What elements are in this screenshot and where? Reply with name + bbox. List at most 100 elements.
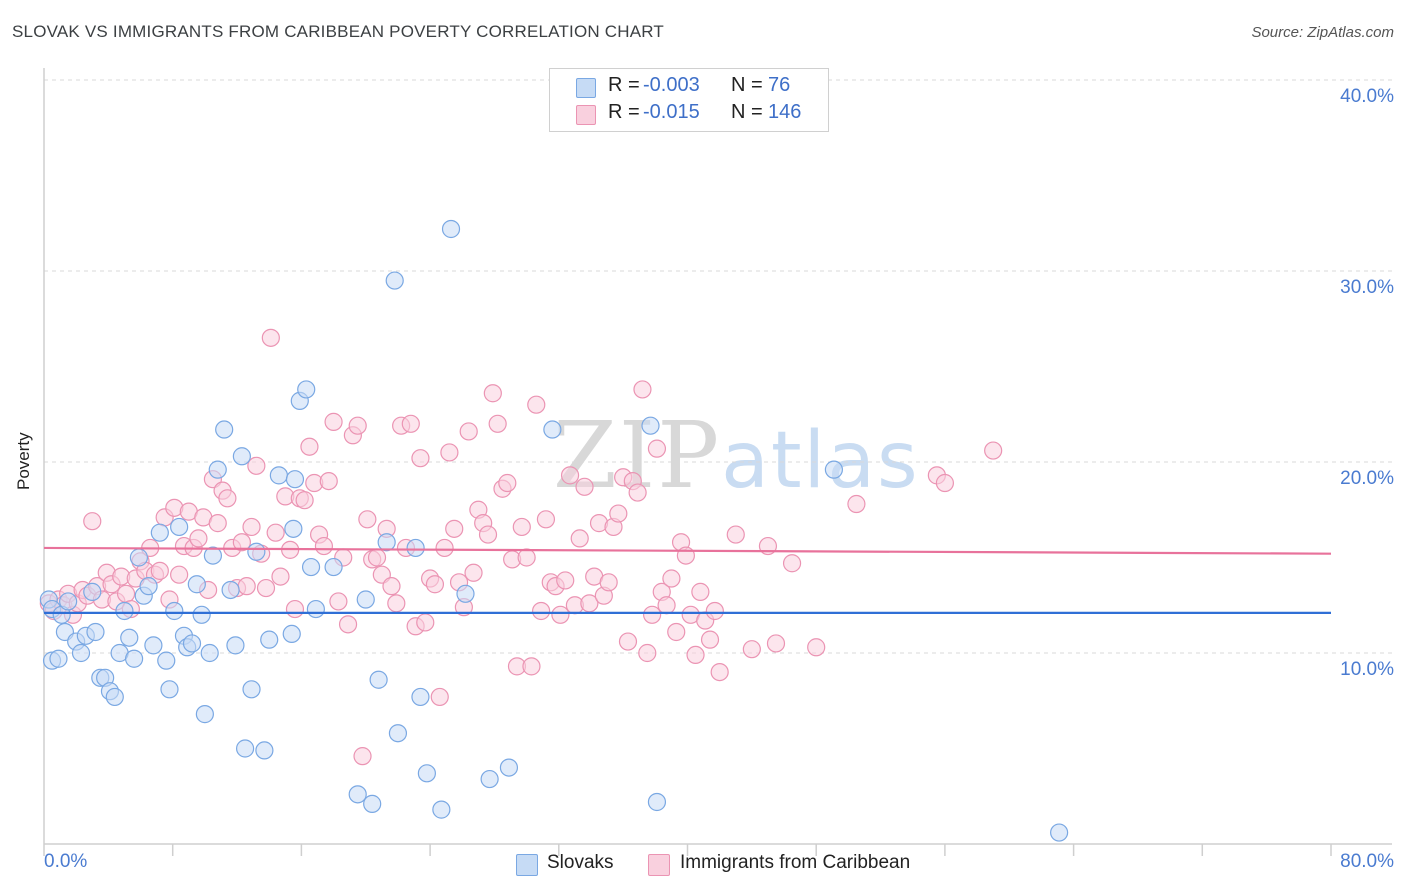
legend-n-value: 146: [768, 101, 802, 123]
point-slovaks: [324, 557, 343, 577]
point-caribbean: [411, 449, 430, 468]
point-caribbean: [348, 416, 367, 435]
point-slovaks: [441, 219, 461, 239]
point-caribbean: [401, 414, 420, 433]
point-caribbean: [662, 569, 681, 588]
point-caribbean: [609, 504, 628, 523]
point-slovaks: [157, 651, 176, 670]
point-caribbean: [459, 422, 478, 441]
point-slovaks: [255, 741, 274, 760]
point-caribbean: [256, 578, 276, 598]
legend-row-caribbean: R = -0.015 N = 146: [550, 101, 828, 128]
y-tick-label-30: 30.0%: [1340, 277, 1394, 298]
legend-r-value: -0.015: [643, 101, 700, 123]
point-slovaks: [124, 649, 144, 668]
point-slovaks: [71, 643, 91, 663]
point-slovaks: [200, 643, 219, 663]
point-caribbean: [358, 510, 377, 529]
point-caribbean: [633, 380, 652, 399]
point-slovaks: [369, 670, 388, 689]
chart-title: SLOVAK VS IMMIGRANTS FROM CARIBBEAN POVE…: [12, 22, 665, 41]
point-caribbean: [935, 473, 955, 493]
y-tick-label-40: 40.0%: [1340, 86, 1394, 107]
point-caribbean: [170, 565, 189, 584]
point-caribbean: [261, 328, 280, 347]
bottom-legend-label-slovaks: Slovaks: [547, 852, 614, 873]
trend-line-caribbean: [43, 546, 1332, 555]
point-slovaks: [120, 628, 139, 647]
point-slovaks: [150, 523, 169, 542]
point-caribbean: [570, 529, 589, 548]
point-caribbean: [314, 536, 334, 556]
point-slovaks: [641, 416, 660, 435]
point-caribbean: [300, 437, 319, 456]
point-caribbean: [478, 525, 498, 544]
point-caribbean: [742, 640, 761, 659]
point-slovaks: [165, 601, 184, 621]
point-caribbean: [522, 657, 541, 676]
point-caribbean: [847, 494, 866, 514]
point-slovaks: [301, 557, 321, 577]
point-caribbean: [807, 638, 826, 657]
point-caribbean: [560, 466, 580, 485]
point-caribbean: [83, 512, 102, 531]
point-caribbean: [329, 592, 348, 611]
legend-r-value: -0.003: [643, 74, 700, 96]
legend-row-slovaks: R = -0.003 N = 76: [550, 74, 828, 101]
point-slovaks: [306, 599, 325, 619]
point-caribbean: [691, 582, 710, 601]
point-caribbean: [324, 412, 343, 431]
y-tick-label-20: 20.0%: [1340, 468, 1394, 489]
point-caribbean: [367, 548, 387, 567]
point-slovaks: [411, 687, 430, 707]
point-caribbean: [618, 632, 638, 651]
point-caribbean: [536, 510, 556, 529]
point-caribbean: [726, 525, 745, 544]
point-slovaks: [170, 517, 189, 537]
point-slovaks: [543, 420, 562, 439]
point-caribbean: [782, 554, 802, 573]
point-caribbean: [766, 634, 786, 653]
point-slovaks: [232, 447, 251, 466]
point-slovaks: [187, 575, 206, 594]
point-slovaks: [160, 680, 179, 699]
point-slovaks: [203, 546, 223, 565]
point-slovaks: [1050, 823, 1069, 842]
bottom-legend-label-caribbean: Immigrants from Caribbean: [680, 852, 911, 873]
point-caribbean: [686, 645, 705, 665]
bottom-legend-swatch-caribbean: [648, 854, 670, 876]
point-caribbean: [285, 599, 305, 619]
point-caribbean: [551, 605, 570, 624]
point-slovaks: [285, 470, 305, 489]
point-slovaks: [647, 792, 667, 812]
point-caribbean: [488, 414, 507, 433]
x-tick-label-max: 80.0%: [1340, 851, 1394, 872]
point-slovaks: [456, 584, 475, 603]
point-caribbean: [218, 489, 237, 508]
point-slovaks: [139, 577, 158, 596]
point-slovaks: [406, 538, 425, 558]
point-slovaks: [269, 466, 288, 485]
point-slovaks: [363, 794, 382, 813]
point-caribbean: [445, 519, 464, 538]
point-caribbean: [705, 601, 724, 621]
point-caribbean: [319, 472, 338, 491]
point-slovaks: [235, 739, 255, 758]
point-slovaks: [247, 542, 266, 561]
point-caribbean: [575, 477, 594, 496]
point-slovaks: [385, 271, 404, 290]
point-caribbean: [387, 594, 406, 613]
point-slovaks: [282, 624, 301, 644]
point-slovaks: [115, 601, 134, 621]
point-slovaks: [297, 380, 316, 399]
point-caribbean: [232, 533, 251, 552]
point-caribbean: [237, 577, 256, 596]
point-caribbean: [440, 443, 459, 462]
legend-n-value: 76: [768, 74, 791, 96]
legend-r-label: R =: [608, 101, 640, 123]
point-caribbean: [416, 613, 435, 632]
point-caribbean: [116, 584, 136, 603]
point-caribbean: [556, 571, 575, 590]
correlation-legend: R = -0.003 N = 76 R = -0.015 N = 146: [549, 68, 829, 132]
